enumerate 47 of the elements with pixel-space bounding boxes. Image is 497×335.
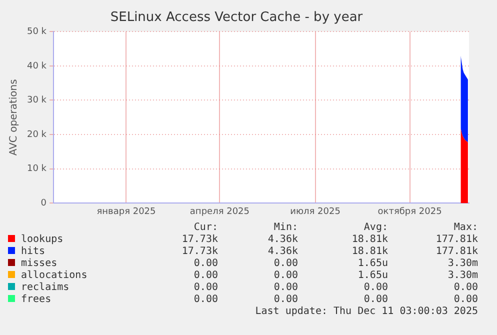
text: 0.00 [272, 294, 298, 306]
x-tick-label: апреля 2025 [190, 206, 250, 217]
text: 17.73k [180, 246, 218, 258]
legend-label: lookups [20, 234, 64, 246]
y-tick-label: 40 k [26, 61, 48, 72]
text: 0.00 [272, 258, 298, 270]
chart-title: SELinux Access Vector Cache - by year [110, 10, 364, 26]
y-axis-title: AVC operations [8, 79, 20, 156]
text: 0.00 [362, 294, 388, 306]
text: Cur: [192, 222, 218, 234]
text: 0.00 [362, 282, 388, 294]
text: 177.81k [434, 246, 478, 258]
text: 0.00 [452, 282, 478, 294]
y-tick-label: 0 [40, 198, 47, 209]
text: 18.81k [350, 234, 388, 246]
text: Max: [452, 222, 478, 234]
text: 0.00 [192, 294, 218, 306]
text: 0.00 [192, 270, 218, 282]
text: 0.00 [272, 270, 298, 282]
text: 4.36k [266, 234, 298, 246]
legend-label: reclaims [20, 282, 70, 294]
x-tick-label: октября 2025 [378, 206, 442, 217]
y-tick-label: 10 k [26, 164, 48, 174]
y-tick-label: 20 k [26, 130, 48, 140]
x-tick-label: января 2025 [96, 206, 156, 217]
legend-label: allocations [20, 270, 88, 282]
legend-label: frees [20, 294, 52, 306]
text: 1.65u [356, 258, 388, 270]
text: 177.81k [434, 234, 478, 246]
text: Avg: [362, 222, 388, 234]
text: 0.00 [272, 282, 298, 294]
x-tick-label: июля 2025 [290, 206, 340, 217]
text: 18.81k [350, 246, 388, 258]
text: Min: [272, 222, 298, 234]
text: Last update: Thu Dec 11 03:00:03 2025 [254, 306, 478, 318]
text: 0.00 [452, 294, 478, 306]
y-tick-label: 30 k [26, 96, 48, 106]
legend-label: misses [20, 258, 58, 270]
text: 17.73k [180, 234, 218, 246]
text: 0.00 [192, 282, 218, 294]
text: 0.00 [192, 258, 218, 270]
text: 4.36k [266, 246, 298, 258]
text: 3.30m [446, 258, 478, 270]
text: 3.30m [446, 270, 478, 282]
text: 1.65u [356, 270, 388, 282]
y-tick-label: 50 k [26, 26, 48, 37]
legend-label: hits [20, 246, 46, 258]
